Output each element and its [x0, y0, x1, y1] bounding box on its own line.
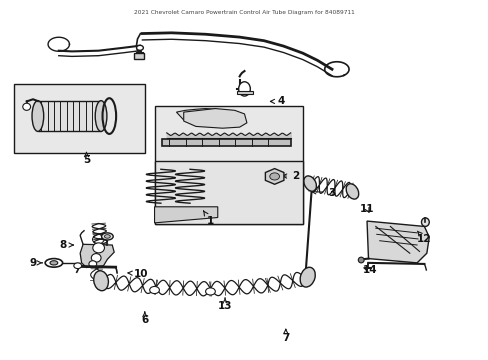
Ellipse shape — [45, 258, 62, 267]
Ellipse shape — [136, 45, 143, 50]
Ellipse shape — [94, 271, 108, 291]
Bar — [133, 53, 144, 59]
Polygon shape — [183, 109, 246, 128]
Text: 11: 11 — [360, 204, 374, 214]
Bar — [14, 84, 144, 153]
Text: 8: 8 — [60, 240, 73, 250]
Ellipse shape — [89, 261, 97, 267]
Ellipse shape — [269, 173, 279, 180]
Text: 9: 9 — [29, 258, 42, 268]
Text: 10: 10 — [128, 269, 148, 279]
Ellipse shape — [102, 233, 113, 240]
Polygon shape — [366, 221, 428, 263]
Bar — [236, 91, 253, 94]
Ellipse shape — [91, 253, 101, 262]
Text: 2: 2 — [282, 171, 299, 181]
Ellipse shape — [149, 287, 159, 294]
Text: 3: 3 — [311, 188, 335, 198]
Ellipse shape — [346, 184, 358, 199]
Ellipse shape — [95, 101, 107, 131]
Ellipse shape — [303, 176, 316, 191]
Bar — [154, 161, 302, 224]
Text: 13: 13 — [217, 298, 232, 311]
Text: 14: 14 — [362, 265, 376, 275]
Polygon shape — [80, 244, 114, 267]
Text: 2021 Chevrolet Camaro Powertrain Control Air Tube Diagram for 84089711: 2021 Chevrolet Camaro Powertrain Control… — [134, 10, 354, 15]
Ellipse shape — [50, 261, 58, 265]
Ellipse shape — [358, 257, 364, 263]
Bar — [154, 106, 302, 224]
Bar — [162, 139, 290, 146]
Text: 12: 12 — [416, 231, 431, 244]
Polygon shape — [154, 207, 217, 223]
Ellipse shape — [74, 263, 81, 269]
Ellipse shape — [23, 103, 30, 111]
Text: 4: 4 — [270, 96, 284, 107]
Ellipse shape — [205, 288, 215, 295]
Text: 1: 1 — [203, 211, 214, 226]
Ellipse shape — [93, 243, 104, 253]
Bar — [38, 101, 101, 131]
Text: 6: 6 — [141, 312, 148, 325]
Ellipse shape — [421, 218, 428, 226]
Text: 5: 5 — [82, 152, 90, 165]
Ellipse shape — [300, 267, 315, 287]
Text: 7: 7 — [282, 329, 289, 343]
Ellipse shape — [238, 82, 250, 96]
Polygon shape — [176, 109, 219, 123]
Ellipse shape — [32, 101, 43, 131]
Ellipse shape — [104, 235, 110, 238]
